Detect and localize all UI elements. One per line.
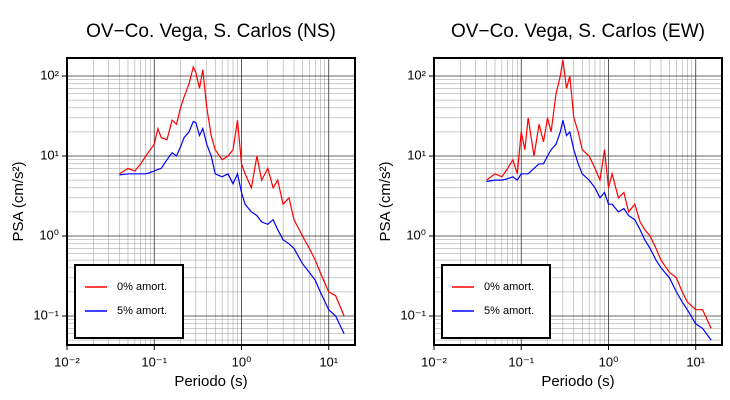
x-tick-label: 10¹ xyxy=(686,354,705,369)
x-tick-label: 10¹ xyxy=(319,354,338,369)
y-tick-label: 10² xyxy=(40,67,59,82)
plot-frame xyxy=(66,57,356,346)
y-tick-label: 10⁰ xyxy=(406,227,426,242)
legend-label: 0% amort. xyxy=(117,281,167,293)
x-tick-label: 10⁰ xyxy=(599,354,619,369)
legend-box xyxy=(441,264,551,339)
series-line xyxy=(486,59,712,329)
y-tick-label: 10² xyxy=(407,67,426,82)
x-tick-label: 10⁻¹ xyxy=(141,354,167,369)
x-tick-label: 10⁻¹ xyxy=(508,354,534,369)
x-tick-label: 10⁻² xyxy=(421,354,447,369)
series-line xyxy=(119,120,345,334)
series-line xyxy=(486,120,712,341)
panel: OV−Co. Vega, S. Carlos (EW) 10⁻² 10⁻¹ 10⁰ 10… xyxy=(377,21,723,390)
y-tick-label: 10⁻¹ xyxy=(400,307,426,322)
y-tick-label: 10¹ xyxy=(40,147,59,162)
y-tick-label: 10¹ xyxy=(407,147,426,162)
x-tick-label: 10⁰ xyxy=(232,354,252,369)
y-axis-label: PSA (cm/s²) xyxy=(10,161,27,241)
legend-box xyxy=(74,264,184,339)
series-line xyxy=(119,65,345,317)
y-tick-label: 10⁰ xyxy=(39,227,59,242)
x-axis-label: Periodo (s) xyxy=(174,373,247,390)
chart-title: OV−Co. Vega, S. Carlos (EW) xyxy=(451,21,705,42)
legend-label: 5% amort. xyxy=(117,305,167,317)
y-axis-label: PSA (cm/s²) xyxy=(377,161,394,241)
legend: 0% amort. 5% amort. xyxy=(441,264,551,339)
legend-label: 5% amort. xyxy=(484,305,534,317)
y-tick-label: 10⁻¹ xyxy=(33,307,59,322)
plot-frame xyxy=(433,57,723,346)
x-tick-label: 10⁻² xyxy=(54,354,80,369)
chart-title: OV−Co. Vega, S. Carlos (NS) xyxy=(86,21,336,42)
panel: OV−Co. Vega, S. Carlos (NS) 10⁻² 10⁻¹ 10⁰ 10… xyxy=(10,21,356,390)
legend-label: 0% amort. xyxy=(484,281,534,293)
legend: 0% amort. 5% amort. xyxy=(74,264,184,339)
x-axis-label: Periodo (s) xyxy=(541,373,614,390)
